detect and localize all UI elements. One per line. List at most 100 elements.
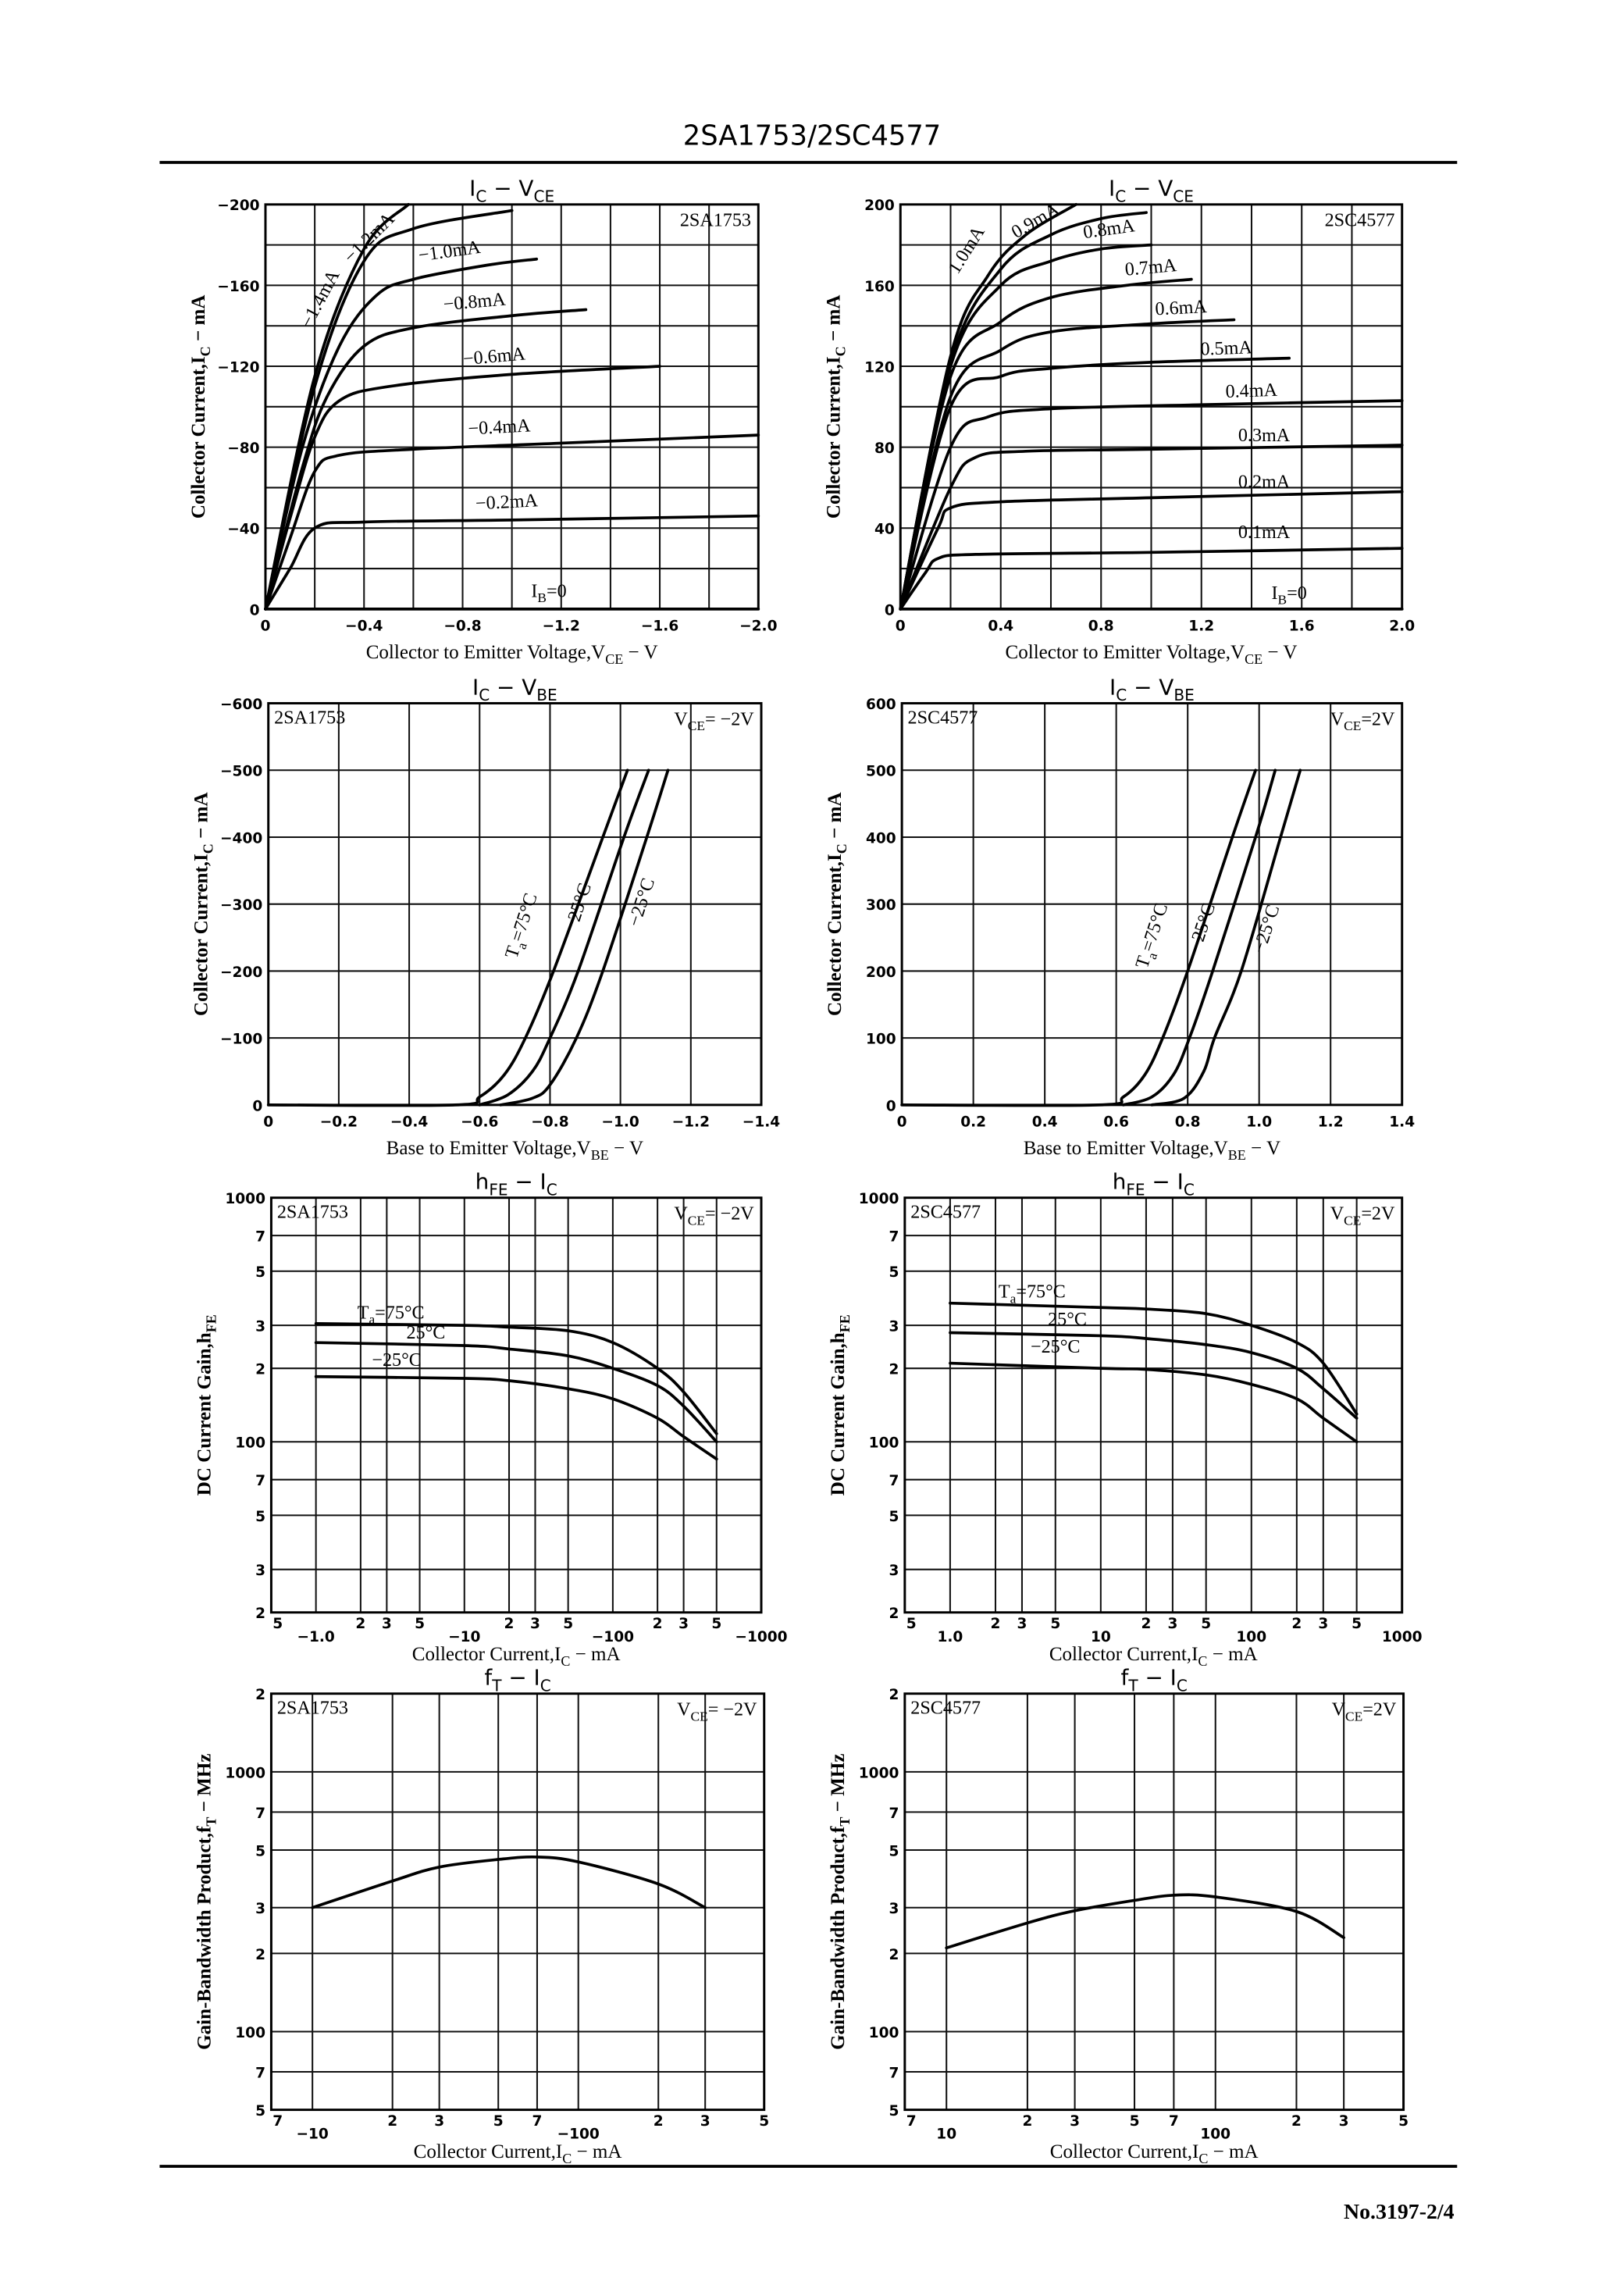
x-tick-label: 5 <box>272 1616 283 1632</box>
subscript-text: FE <box>1126 1180 1145 1199</box>
text-span: =2V <box>1362 1699 1397 1720</box>
condition-label: VCE=2V <box>1330 708 1395 733</box>
x-tick-label: −1.2 <box>543 619 580 635</box>
text-span: 0.3mA <box>1238 425 1291 446</box>
series-curve-0 <box>900 768 1257 1107</box>
y-axis-label: Collector Current,IC − mA <box>824 792 849 1016</box>
subscript-text: C <box>1184 1180 1195 1199</box>
x-tick-label: −0.4 <box>390 1114 428 1131</box>
x-tick-label: 100 <box>1236 1629 1266 1645</box>
text-span: T <box>1131 954 1155 971</box>
y-tick-label: −120 <box>217 359 259 376</box>
y-tick-label: 2 <box>255 1606 265 1622</box>
y-tick-label: 7 <box>889 2065 899 2081</box>
y-tick-label: 1000 <box>225 1191 265 1207</box>
text-span: =75°C <box>375 1302 424 1323</box>
part-number-label: 2SA1753 <box>274 708 345 729</box>
y-tick-label: 2 <box>889 1947 899 1963</box>
x-tick-label: −0.8 <box>531 1114 568 1131</box>
x-tick-label: 5 <box>415 1616 425 1632</box>
series-curve-7 <box>899 444 1404 611</box>
subscript-text: CE <box>688 718 705 733</box>
x-tick-label: 2 <box>504 1616 515 1632</box>
y-tick-label: 600 <box>866 697 896 713</box>
x-tick-label: 2 <box>387 2113 397 2130</box>
x-tick-label: −0.8 <box>443 619 481 635</box>
text-span: Collector Current,I <box>1050 2141 1199 2162</box>
y-tick-label: 3 <box>255 1563 265 1579</box>
y-tick-label: 0 <box>886 1098 896 1114</box>
series-curve-5 <box>264 433 760 611</box>
x-tick-label: 2 <box>1022 2113 1032 2130</box>
x-tick-label: 7 <box>532 2113 543 2130</box>
subscript-text: B <box>1278 593 1287 608</box>
y-tick-label: 3 <box>255 1319 265 1335</box>
curve-label: −25°C <box>1031 1336 1080 1357</box>
y-tick-label: −100 <box>220 1032 262 1048</box>
subscript-text: C <box>475 187 486 205</box>
subscript-text: a <box>1010 1291 1017 1306</box>
y-tick-label: 7 <box>889 1229 899 1246</box>
x-tick-label: 2 <box>355 1616 365 1632</box>
condition-label: VCE= −2V <box>674 708 754 733</box>
x-tick-label: 100 <box>1200 2126 1230 2143</box>
condition-label: VCE= −2V <box>674 1203 754 1228</box>
y-tick-label: 7 <box>255 2065 265 2081</box>
subscript-text: CE <box>1345 1709 1362 1724</box>
y-tick-label: 5 <box>889 1264 899 1281</box>
x-tick-label: 3 <box>1017 1616 1027 1632</box>
text-span: Gain-Bandwidth Product,f <box>828 1826 849 2050</box>
part-number-label: 2SC4577 <box>910 1202 981 1223</box>
subscript-text: BE <box>1228 1147 1246 1163</box>
condition-label: VCE= −2V <box>677 1699 757 1724</box>
y-tick-label: 0 <box>885 602 895 619</box>
y-tick-label: 2 <box>255 1362 265 1378</box>
series-curve-3 <box>264 308 588 611</box>
y-tick-label: 5 <box>255 1843 265 1859</box>
x-tick-label: 7 <box>906 2113 917 2130</box>
x-tick-label: 3 <box>1167 1616 1177 1632</box>
x-tick-label: 5 <box>1130 2113 1140 2130</box>
text-span: Collector to Emitter Voltage,V <box>366 642 606 663</box>
series-curve-1 <box>478 768 650 1107</box>
x-tick-label: −1.6 <box>641 619 678 635</box>
x-tick-label: 0.8 <box>1088 619 1114 635</box>
x-axis-label: Collector Current,IC − mA <box>1050 2141 1259 2166</box>
chart-title: IC − VBE <box>472 674 557 704</box>
x-tick-label: 0 <box>261 619 271 635</box>
x-tick-label: −2.0 <box>739 619 777 635</box>
text-span: − mA <box>824 792 846 843</box>
text-span: − V <box>1263 642 1297 663</box>
subscript-text: BE <box>591 1147 609 1163</box>
text-span: − V <box>486 176 533 201</box>
curve-label: 0.2mA <box>1238 471 1291 492</box>
text-span: = −2V <box>708 1699 757 1720</box>
text-span: 0.7mA <box>1124 255 1178 280</box>
y-tick-label: 2 <box>889 1606 899 1622</box>
text-span: − I <box>508 1169 547 1195</box>
series-curve-5 <box>899 356 1291 611</box>
x-tick-label: 0 <box>897 1114 907 1131</box>
x-tick-label: 5 <box>1050 1616 1060 1632</box>
x-axis-label: Collector Current,IC − mA <box>414 2141 622 2166</box>
text-span: Base to Emitter Voltage,V <box>1024 1138 1228 1159</box>
x-tick-label: 2 <box>1291 1616 1302 1632</box>
y-tick-label: 2 <box>255 1687 265 1703</box>
x-tick-label: −1.0 <box>297 1629 334 1645</box>
x-tick-label: 5 <box>563 1616 573 1632</box>
subscript-text: C <box>1115 187 1126 205</box>
x-tick-label: 3 <box>1070 2113 1080 2130</box>
part-number-label: 2SA1753 <box>277 1698 348 1719</box>
curve-label: 25°C <box>1048 1309 1087 1330</box>
plot-frame <box>269 1196 763 1614</box>
text-span: =75°C <box>1016 1282 1065 1303</box>
subscript-text: T <box>203 1817 219 1827</box>
text-span: V <box>1332 1699 1346 1720</box>
text-span: − mA <box>191 792 212 843</box>
series-curve-2 <box>1150 768 1302 1107</box>
text-span: −25°C <box>372 1349 421 1371</box>
y-tick-label: 7 <box>255 1806 265 1822</box>
text-span: V <box>677 1699 691 1720</box>
page-header-title: 2SA1753/2SC4577 <box>683 120 941 152</box>
